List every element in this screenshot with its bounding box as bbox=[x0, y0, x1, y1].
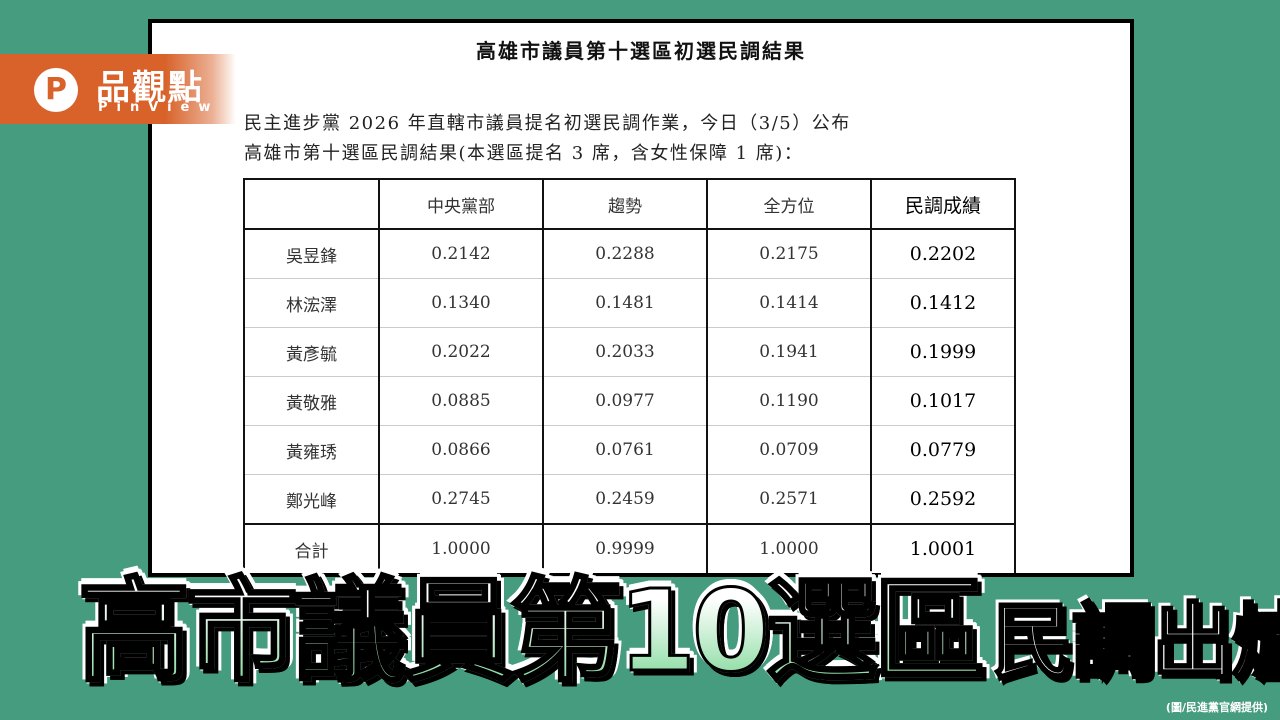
table-cell: 0.2202 bbox=[870, 228, 1016, 279]
table-cell: 0.1941 bbox=[706, 327, 872, 377]
table-cell: 0.1481 bbox=[542, 278, 708, 328]
table-row: 黃雍琇 0.0866 0.0761 0.0709 0.0779 bbox=[243, 425, 1016, 475]
row-label-cell: 合計 bbox=[243, 523, 380, 573]
document-title: 高雄市議員第十選區初選民調結果 bbox=[476, 39, 806, 63]
table-cell: 0.2142 bbox=[378, 228, 544, 279]
logo-p-icon: P bbox=[34, 68, 78, 112]
table-cell: 民調成績 bbox=[870, 178, 1016, 230]
table-cell: 0.2459 bbox=[542, 474, 708, 525]
table-cell: 0.2571 bbox=[706, 474, 872, 525]
table-cell: 0.1999 bbox=[870, 327, 1016, 377]
table-cell: 1.0000 bbox=[706, 523, 872, 573]
table-cell: 0.0709 bbox=[706, 425, 872, 475]
table-cell: 0.1017 bbox=[870, 376, 1016, 426]
image-credit: (圖/民進黨官網提供) bbox=[1165, 701, 1268, 714]
headline-main: 高市議員第10選區 bbox=[77, 567, 988, 697]
table-cell: 0.2592 bbox=[870, 474, 1016, 525]
table-cell: 0.2175 bbox=[706, 228, 872, 279]
document-image: 高雄市議員第十選區初選民調結果 民主進步黨 2026 年直轄市議員提名初選民調作… bbox=[148, 19, 1134, 577]
table-cell: 0.0866 bbox=[378, 425, 544, 475]
table-cell: 0.0779 bbox=[870, 425, 1016, 475]
table-row: 吳昱鋒 0.2142 0.2288 0.2175 0.2202 bbox=[243, 228, 1016, 279]
table-row: 黃敬雅 0.0885 0.0977 0.1190 0.1017 bbox=[243, 376, 1016, 426]
table-cell: 趨勢 bbox=[542, 178, 708, 230]
table-cell: 0.2022 bbox=[378, 327, 544, 377]
intro-line-2: 高雄市第十選區民調結果(本選區提名 3 席，含女性保障 1 席)： bbox=[244, 143, 804, 164]
row-label-cell: 黃敬雅 bbox=[243, 376, 380, 426]
row-label-cell: 黃雍琇 bbox=[243, 425, 380, 475]
headline: 高市議員第10選區 民調出爐 bbox=[77, 575, 1280, 690]
row-label-cell bbox=[243, 178, 380, 230]
table-cell: 0.0761 bbox=[542, 425, 708, 475]
table-cell: 0.1412 bbox=[870, 278, 1016, 328]
table-cell: 0.2745 bbox=[378, 474, 544, 525]
table-cell: 0.0977 bbox=[542, 376, 708, 426]
table-cell: 全方位 bbox=[706, 178, 872, 230]
table-row: 林浤澤 0.1340 0.1481 0.1414 0.1412 bbox=[243, 278, 1016, 328]
row-label-cell: 鄭光峰 bbox=[243, 474, 380, 525]
row-label-cell: 林浤澤 bbox=[243, 278, 380, 328]
table-row: 黃彥毓 0.2022 0.2033 0.1941 0.1999 bbox=[243, 327, 1016, 377]
table-cell: 中央黨部 bbox=[378, 178, 544, 230]
brand-logo: P 品觀點 PinView bbox=[0, 54, 236, 124]
document-intro: 民主進步黨 2026 年直轄市議員提名初選民調作業，今日（3/5）公布 高雄市第… bbox=[244, 109, 851, 169]
table-cell: 0.1414 bbox=[706, 278, 872, 328]
intro-line-1: 民主進步黨 2026 年直轄市議員提名初選民調作業，今日（3/5）公布 bbox=[244, 113, 851, 134]
logo-name-en: PinView bbox=[98, 100, 220, 115]
table-cell: 1.0000 bbox=[378, 523, 544, 573]
logo-name-cn: 品觀點 bbox=[96, 68, 204, 108]
row-label-cell: 吳昱鋒 bbox=[243, 228, 380, 279]
row-label-cell: 黃彥毓 bbox=[243, 327, 380, 377]
table-header-row: 中央黨部 趨勢 全方位 民調成績 bbox=[243, 178, 1016, 230]
poll-results-table: 中央黨部 趨勢 全方位 民調成績 吳昱鋒 0.2142 0.2288 0.2175 0.2202… bbox=[243, 178, 1016, 573]
headline-sub: 民調出爐 bbox=[990, 595, 1280, 690]
table-cell: 0.2033 bbox=[542, 327, 708, 377]
table-cell: 1.0001 bbox=[870, 523, 1016, 573]
table-cell: 0.1190 bbox=[706, 376, 872, 426]
table-cell: 0.0885 bbox=[378, 376, 544, 426]
table-cell: 0.1340 bbox=[378, 278, 544, 328]
table-row: 鄭光峰 0.2745 0.2459 0.2571 0.2592 bbox=[243, 474, 1016, 525]
table-total-row: 合計 1.0000 0.9999 1.0000 1.0001 bbox=[243, 523, 1016, 573]
table-cell: 0.2288 bbox=[542, 228, 708, 279]
